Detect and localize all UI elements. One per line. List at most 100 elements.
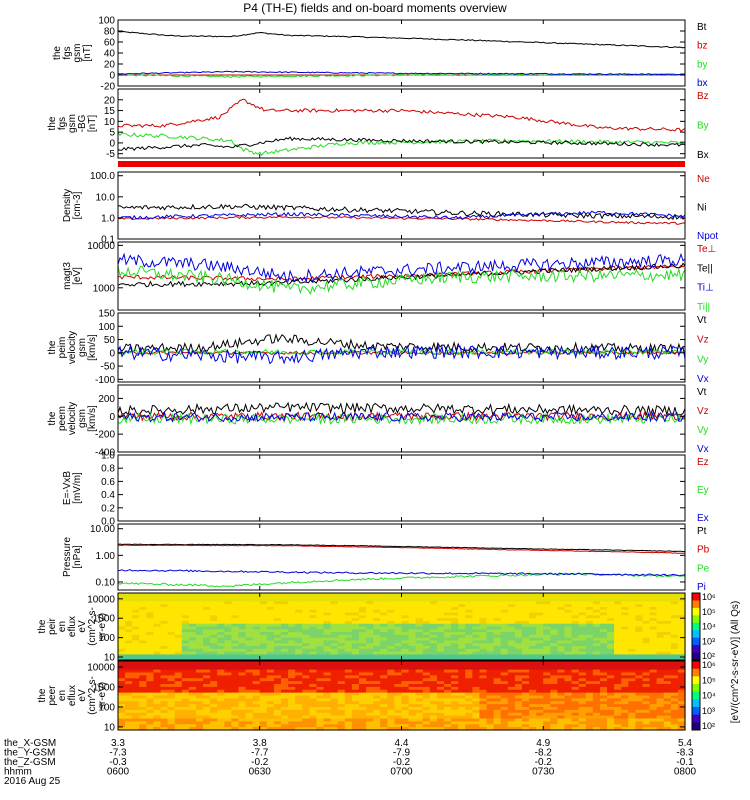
spectrogram-cell	[309, 681, 318, 685]
spectrogram-cell	[139, 618, 147, 622]
spectrogram-cell	[514, 618, 523, 622]
spectrogram-cell	[125, 643, 133, 647]
spectrogram-cell	[479, 620, 488, 625]
spectrogram-cell	[677, 637, 686, 642]
spectrogram-cell	[266, 715, 275, 720]
spectrogram	[118, 593, 686, 661]
spectrogram-cell	[288, 684, 296, 688]
spectrogram-cell	[677, 598, 686, 602]
spectrogram-cell	[273, 724, 282, 728]
spectrogram-cell	[337, 657, 346, 661]
spectrogram-cell	[507, 651, 516, 656]
spectrogram-cell	[273, 666, 282, 671]
spectrogram-cell	[210, 646, 218, 650]
spectrogram-cell	[252, 595, 261, 600]
spectrogram-cell	[465, 684, 473, 688]
spectrogram-cell	[358, 709, 367, 714]
spectrogram-cell	[592, 634, 601, 639]
spectrogram-cell	[536, 701, 544, 705]
spectrogram-cell	[507, 724, 516, 728]
spectrogram-cell	[203, 727, 211, 731]
spectrogram-cell	[351, 643, 360, 647]
spectrogram-cell	[259, 701, 268, 705]
spectrogram-cell	[536, 672, 544, 676]
spectrogram-cell	[628, 701, 636, 705]
spectrogram-cell	[607, 609, 615, 614]
spectrogram-cell	[656, 601, 665, 605]
spectrogram-cell	[543, 601, 551, 605]
spectrogram-cell	[344, 598, 353, 602]
spectrogram-cell	[543, 634, 551, 639]
spectrogram-cell	[337, 646, 346, 650]
spectrogram-cell	[217, 695, 225, 699]
spectrogram-cell	[536, 634, 544, 639]
spectrogram-cell	[266, 666, 275, 671]
spectrogram-cell	[224, 657, 232, 661]
spectrogram-cell	[408, 701, 417, 705]
spectrogram-cell	[536, 727, 544, 731]
spectrogram-cell	[642, 681, 651, 685]
spectrogram-cell	[429, 715, 438, 720]
spectrogram-cell	[628, 654, 636, 658]
spectrogram-cell	[578, 598, 587, 602]
spectrogram-cell	[408, 604, 417, 608]
spectrogram-cell	[436, 651, 445, 656]
spectrogram-cell	[571, 712, 580, 717]
spectrogram-cell	[614, 648, 622, 653]
spectrogram-cell	[479, 598, 488, 602]
spectrogram-cell	[486, 620, 495, 625]
spectrogram-cell	[153, 640, 162, 644]
spectrogram-cell	[663, 724, 672, 728]
spectrogram-cell	[401, 637, 410, 642]
spectrogram-cell	[316, 651, 325, 656]
spectrogram-cell	[231, 612, 240, 616]
spectrogram-cell	[153, 646, 162, 650]
spectrogram-cell	[351, 618, 360, 622]
legend-Vt: Vt	[697, 387, 707, 398]
spectrogram-cell	[373, 672, 381, 676]
spectrogram-cell	[628, 698, 636, 702]
spectrogram-cell	[181, 632, 190, 636]
spectrogram-cell	[677, 612, 686, 616]
spectrogram-cell	[210, 618, 218, 622]
spectrogram-cell	[536, 709, 544, 714]
spectrogram-cell	[281, 657, 289, 661]
spectrogram-cell	[500, 707, 509, 711]
spectrogram-cell	[259, 709, 268, 714]
spectrogram-cell	[266, 651, 275, 656]
spectrogram-cell	[132, 721, 140, 725]
spectrogram-cell	[543, 727, 551, 731]
spectrogram-cell	[394, 675, 403, 679]
spectrogram-cell	[444, 640, 452, 644]
spectrogram-cell	[238, 601, 247, 605]
spectrogram-cell	[295, 598, 303, 602]
spectrogram-cell	[153, 666, 162, 671]
spectrogram-cell	[621, 609, 629, 614]
spectrogram-cell	[514, 623, 523, 628]
spectrogram-cell	[578, 701, 587, 705]
spectrogram-cell	[415, 604, 424, 608]
spectrogram-cell	[521, 695, 530, 699]
spectrogram-cell	[174, 666, 183, 671]
spectrogram-cell	[337, 686, 346, 691]
spectrogram-cell	[344, 640, 353, 644]
spectrogram-cell	[118, 707, 126, 711]
spectrogram-cell	[174, 704, 183, 708]
spectrogram-cell	[514, 604, 523, 608]
spectrogram-cell	[401, 721, 410, 725]
spectrogram-cell	[599, 593, 608, 597]
spectrogram-cell	[273, 604, 282, 608]
spectrogram-cell	[408, 657, 417, 661]
spectrogram-cell	[295, 612, 303, 616]
spectrogram-cell	[571, 629, 580, 633]
spectrogram-cell	[188, 648, 197, 653]
spectrogram-cell	[628, 646, 636, 650]
spectrogram-cell	[451, 675, 459, 679]
spectrogram-cell	[344, 643, 353, 647]
spectrogram-cell	[465, 704, 473, 708]
spectrogram-cell	[203, 669, 211, 674]
legend-Vz: Vz	[697, 335, 709, 346]
spectrogram-cell	[174, 661, 183, 665]
spectrogram-cell	[231, 721, 240, 725]
spectrogram-cell	[621, 712, 629, 717]
